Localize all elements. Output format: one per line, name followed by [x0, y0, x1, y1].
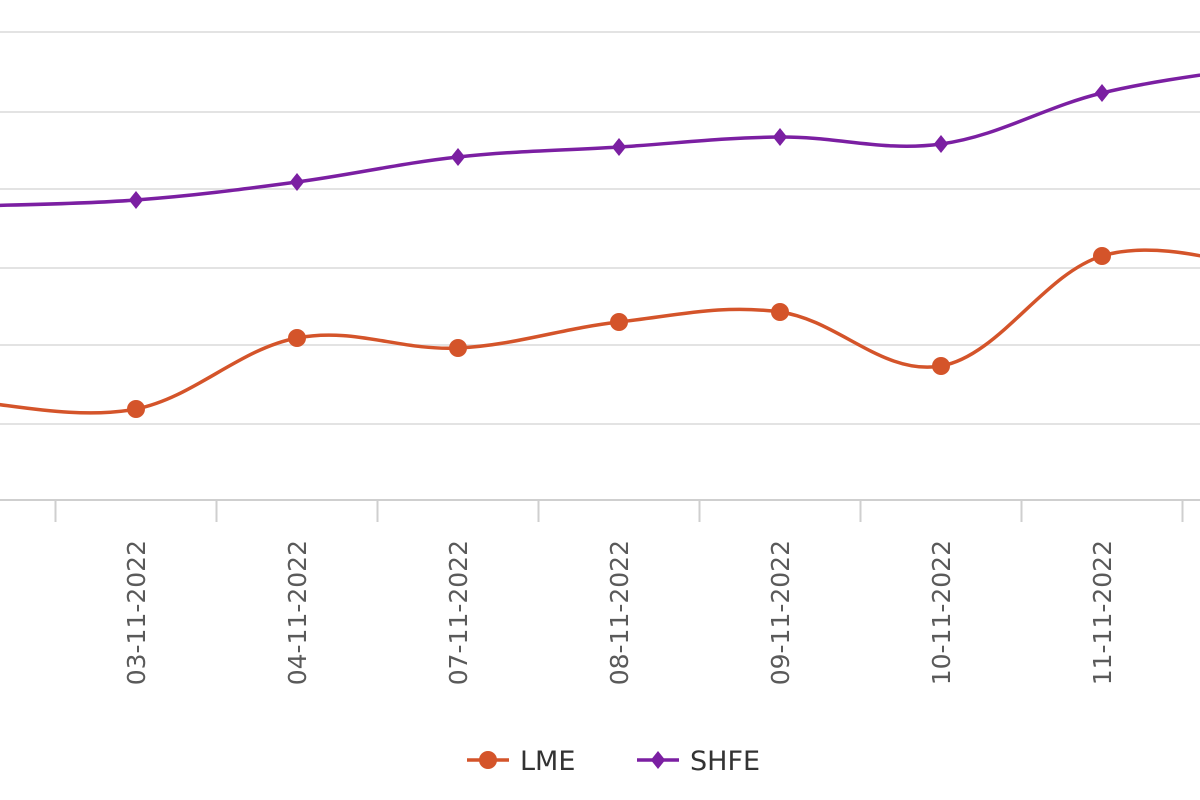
point-lme-08-11-2022[interactable]	[610, 313, 628, 331]
point-shfe-03-11-2022[interactable]	[128, 191, 144, 209]
series-markers	[127, 84, 1111, 418]
point-lme-04-11-2022[interactable]	[288, 329, 306, 347]
x-tick-label: 11-11-2022	[1088, 540, 1117, 685]
legend-marker-circle-icon	[479, 751, 497, 769]
point-shfe-07-11-2022[interactable]	[450, 148, 466, 166]
x-tick-label: 09-11-2022	[766, 540, 795, 685]
point-lme-07-11-2022[interactable]	[449, 339, 467, 357]
point-shfe-10-11-2022[interactable]	[933, 135, 949, 153]
point-lme-11-11-2022[interactable]	[1093, 247, 1111, 265]
x-tick-label: 03-11-2022	[122, 540, 151, 685]
legend[interactable]: LME SHFE	[467, 746, 760, 777]
x-tick-label: 07-11-2022	[444, 540, 473, 685]
x-tick-labels: 03-11-2022 04-11-2022 07-11-2022 08-11-2022…	[122, 540, 1117, 685]
point-lme-03-11-2022[interactable]	[127, 400, 145, 418]
legend-item-lme[interactable]: LME	[467, 746, 575, 777]
point-shfe-08-11-2022[interactable]	[611, 138, 627, 156]
x-tick-label: 04-11-2022	[283, 540, 312, 685]
point-lme-10-11-2022[interactable]	[932, 357, 950, 375]
point-shfe-11-11-2022[interactable]	[1094, 84, 1110, 102]
series-line-shfe	[0, 73, 1200, 208]
x-tick-label: 10-11-2022	[927, 540, 956, 685]
series-lines	[0, 73, 1200, 415]
gridlines	[0, 31, 1200, 425]
series-line-lme	[0, 248, 1200, 415]
legend-label-shfe: SHFE	[690, 746, 760, 777]
point-lme-09-11-2022[interactable]	[771, 303, 789, 321]
x-tick-label: 08-11-2022	[605, 540, 634, 685]
legend-item-shfe[interactable]: SHFE	[637, 746, 760, 777]
legend-label-lme: LME	[520, 746, 575, 777]
legend-marker-diamond-icon	[650, 751, 666, 769]
point-shfe-09-11-2022[interactable]	[772, 128, 788, 146]
point-shfe-04-11-2022[interactable]	[289, 173, 305, 191]
x-axis	[0, 499, 1200, 522]
